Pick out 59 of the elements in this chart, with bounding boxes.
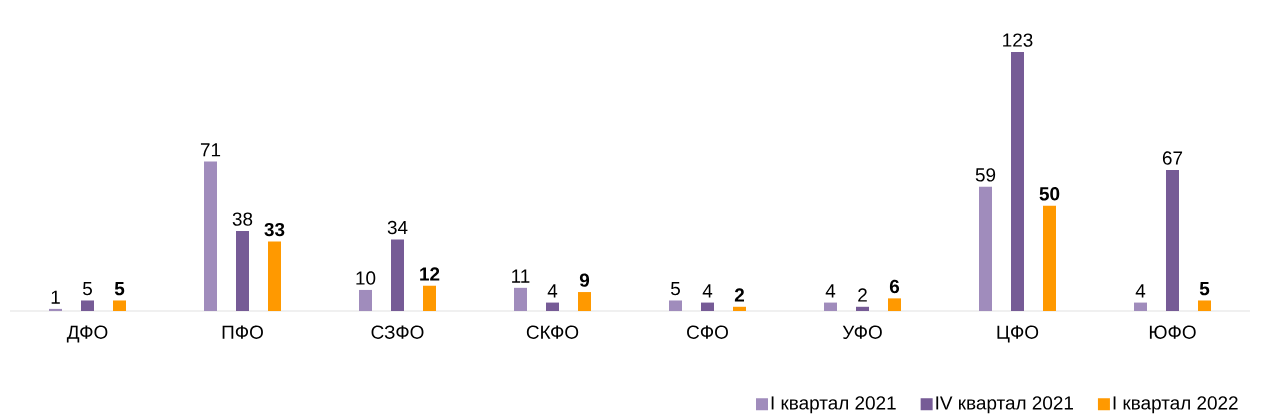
legend-label: I квартал 2022: [1113, 396, 1238, 414]
data-label: 12: [420, 267, 440, 281]
bar: [391, 239, 404, 311]
data-label: 5: [114, 282, 125, 296]
bar: [824, 302, 837, 311]
bar: [733, 306, 746, 311]
bar: [359, 289, 372, 311]
bar: [423, 285, 436, 311]
x-tick-label: ЮФО: [1149, 325, 1196, 339]
data-label: 1: [51, 290, 60, 304]
bar: [1198, 300, 1211, 311]
data-label: 11: [512, 269, 530, 283]
data-label: 6: [889, 279, 900, 294]
x-tick-label: УФО: [842, 325, 882, 339]
data-label: 33: [264, 222, 285, 237]
legend-label: I квартал 2021: [771, 396, 896, 414]
bar: [1166, 169, 1179, 311]
x-tick-label: ДФО: [66, 325, 108, 343]
x-tick-label: ЦФО: [997, 325, 1039, 343]
legend-label: IV квартал 2021: [936, 396, 1073, 414]
bar: [856, 306, 869, 311]
x-tick-label: СЗФО: [371, 325, 424, 339]
bar: [546, 302, 559, 311]
data-label: 59: [975, 168, 996, 182]
data-label: 4: [547, 284, 558, 298]
data-label: 123: [1003, 33, 1033, 47]
bar: [979, 186, 992, 311]
data-label: 5: [82, 282, 92, 296]
bar: [701, 302, 714, 311]
data-label: 10: [356, 271, 376, 285]
data-label: 4: [825, 284, 836, 298]
data-label: 2: [858, 288, 867, 302]
bar: [1134, 302, 1147, 311]
bar: [236, 230, 249, 311]
data-label: 5: [1199, 282, 1210, 296]
data-label: 71: [200, 143, 221, 157]
bar: [669, 300, 682, 311]
bar: [204, 161, 217, 311]
data-label: 38: [232, 212, 253, 226]
bar: [888, 298, 901, 311]
data-label: 34: [387, 220, 408, 235]
data-label: 4: [702, 284, 713, 298]
bar: [1043, 205, 1056, 311]
x-tick-label: СФО: [687, 325, 728, 339]
x-tick-label: СКФО: [526, 325, 579, 339]
data-label: 5: [670, 282, 680, 296]
bar: [49, 308, 62, 311]
data-label: 9: [579, 273, 590, 287]
bar: [514, 287, 527, 311]
bar: [578, 292, 591, 311]
data-label: 67: [1162, 151, 1183, 165]
data-label: 50: [1039, 187, 1060, 201]
data-label: 4: [1135, 284, 1146, 298]
bar: [1011, 52, 1024, 311]
x-tick-label: ПФО: [222, 325, 263, 339]
bar: [268, 241, 281, 311]
bar: [113, 300, 126, 311]
bar: [81, 300, 94, 311]
data-label: 2: [734, 288, 744, 302]
